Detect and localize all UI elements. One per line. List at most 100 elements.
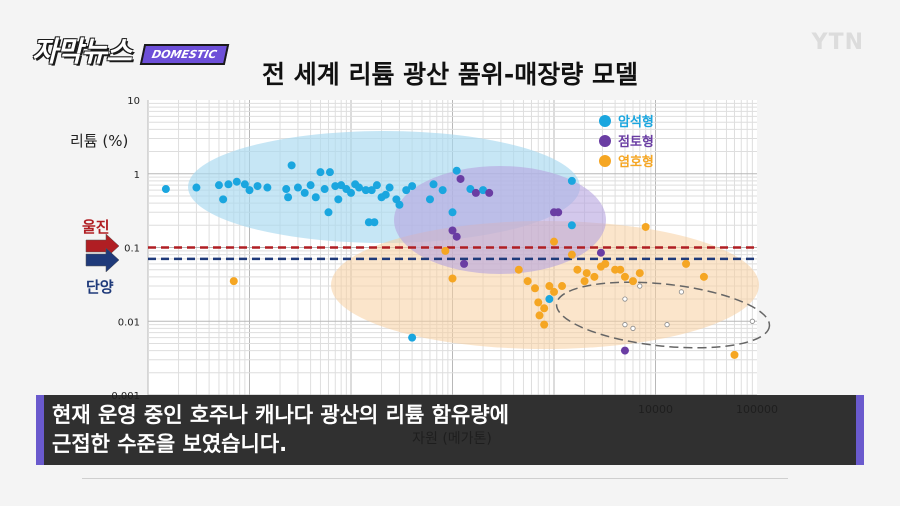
data-point: [601, 259, 610, 268]
data-point: [664, 322, 670, 328]
bottom-divider: [82, 478, 788, 479]
data-point: [429, 180, 438, 189]
data-point: [408, 182, 417, 191]
data-point: [545, 295, 554, 304]
data-point: [567, 221, 576, 230]
legend-label: 점토형: [618, 134, 654, 150]
data-point: [641, 222, 650, 231]
data-point: [334, 195, 343, 204]
caption-line-2: 근접한 수준을 보였습니다.: [52, 432, 288, 456]
data-point: [293, 183, 302, 192]
data-point: [622, 296, 628, 302]
data-point: [558, 282, 567, 291]
data-point: [616, 265, 625, 274]
arrow-right-icon: [85, 233, 120, 259]
data-point: [192, 183, 201, 192]
data-point: [381, 190, 390, 199]
data-point: [620, 272, 629, 281]
data-point: [452, 232, 461, 241]
data-point: [635, 269, 644, 278]
data-point: [284, 193, 293, 202]
reference-label: 단양: [86, 278, 114, 296]
caption-accent-right: [856, 395, 864, 465]
data-point: [425, 195, 434, 204]
reference-label: 울진: [82, 218, 110, 236]
data-point: [550, 287, 558, 296]
data-point: [324, 208, 333, 217]
data-point: [385, 183, 394, 192]
data-point: [282, 185, 291, 194]
data-point: [550, 237, 558, 246]
news-logo: 자막뉴스 DOMESTIC: [32, 30, 229, 68]
data-point: [540, 304, 549, 313]
highlight-region: [555, 281, 771, 349]
data-point: [448, 274, 457, 283]
chart-points: [161, 161, 755, 359]
data-point: [622, 322, 628, 328]
legend-marker: [599, 135, 611, 147]
data-point: [749, 318, 755, 324]
data-point: [567, 176, 576, 185]
data-point: [367, 186, 376, 195]
data-point: [540, 320, 549, 329]
data-point: [306, 181, 315, 190]
data-point: [456, 174, 465, 183]
y-tick-label: 0.01: [118, 317, 140, 328]
data-point: [240, 180, 249, 189]
data-point: [408, 333, 417, 342]
y-tick-label: 10: [127, 96, 140, 107]
legend-label: 암석형: [618, 114, 654, 130]
data-point: [253, 182, 262, 191]
data-point: [245, 186, 254, 195]
caption-accent-left: [36, 395, 44, 465]
data-point: [514, 265, 523, 274]
logo-text: 자막뉴스: [32, 35, 132, 68]
data-point: [347, 188, 355, 197]
data-point: [214, 181, 223, 190]
data-point: [567, 250, 576, 259]
data-point: [355, 183, 364, 192]
legend-label: 염호형: [618, 154, 654, 170]
data-point: [311, 193, 320, 202]
data-point: [300, 188, 309, 197]
data-point: [316, 168, 325, 177]
legend-marker: [599, 115, 611, 127]
data-point: [395, 200, 404, 209]
data-point: [730, 350, 739, 359]
y-axis-label: 리튬 (%): [70, 132, 128, 150]
data-point: [452, 166, 461, 175]
data-point: [534, 298, 543, 307]
data-point: [219, 195, 228, 204]
data-point: [364, 218, 373, 227]
data-point: [523, 277, 532, 286]
data-point: [699, 272, 708, 281]
caption-line-1: 현재 운영 중인 호주나 캐나다 광산의 리튬 함유량에: [52, 403, 509, 427]
arrow-right-icon: [85, 247, 120, 273]
data-point: [370, 218, 379, 227]
data-point: [535, 311, 544, 320]
data-point: [471, 188, 480, 197]
data-point: [582, 269, 591, 278]
data-point: [554, 208, 563, 217]
data-point: [573, 265, 582, 274]
data-point: [441, 246, 450, 255]
data-point: [438, 186, 447, 195]
data-point: [229, 277, 238, 286]
data-point: [287, 161, 296, 170]
y-tick-label: 0.1: [124, 244, 140, 255]
data-point: [402, 186, 411, 195]
data-point: [637, 283, 643, 289]
data-point: [448, 208, 457, 217]
data-point: [325, 168, 334, 177]
data-point: [372, 181, 381, 190]
data-point: [479, 186, 488, 195]
data-point: [678, 289, 685, 295]
data-point: [590, 272, 599, 281]
data-point: [596, 248, 605, 257]
data-point: [580, 277, 589, 286]
data-point: [161, 185, 170, 194]
channel-watermark: YTN: [811, 30, 864, 55]
